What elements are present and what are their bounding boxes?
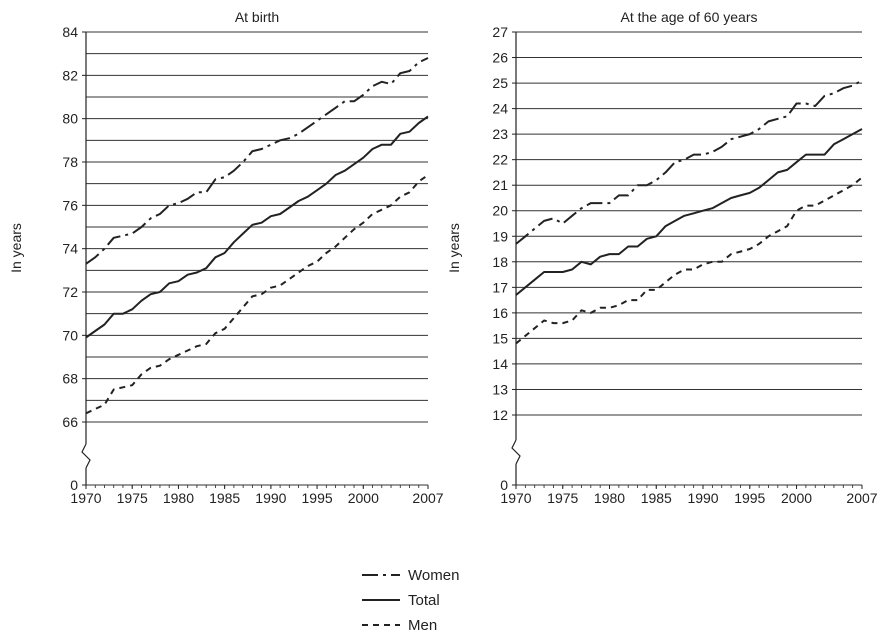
legend-label-total: Total — [408, 592, 440, 609]
y-tick-label: 13 — [492, 381, 508, 397]
legend-label-women: Women — [408, 567, 459, 584]
series-line-total — [85, 115, 429, 339]
x-tick-label: 1970 — [500, 490, 531, 506]
y-tick-label: 80 — [62, 111, 78, 127]
series-line-men — [515, 176, 863, 345]
x-tick-label: 1985 — [641, 490, 672, 506]
y-tick-label: 0 — [500, 477, 508, 493]
y-tick-label: 27 — [492, 24, 508, 40]
series-line-women — [515, 79, 863, 245]
y-tick-label: 82 — [62, 67, 78, 83]
y-tick-label: 18 — [492, 254, 508, 270]
x-tick-label: 1995 — [734, 490, 765, 506]
y-tick-label: 84 — [62, 24, 78, 40]
y-tick-label: 72 — [62, 284, 78, 300]
y-axis-break — [81, 443, 91, 469]
series-line-total — [515, 128, 863, 296]
y-tick-label: 20 — [492, 203, 508, 219]
x-tick-label: 2007 — [412, 490, 443, 506]
y-axis-break — [511, 439, 521, 465]
y-tick-label: 14 — [492, 356, 508, 372]
y-tick-label: 0 — [70, 477, 78, 493]
x-tick-label: 1975 — [547, 490, 578, 506]
y-tick-label: 26 — [492, 50, 508, 66]
x-tick-label: 1980 — [163, 490, 194, 506]
y-tick-label: 19 — [492, 228, 508, 244]
legend-label-men: Men — [408, 617, 437, 634]
x-tick-label: 1995 — [302, 490, 333, 506]
x-tick-label: 1985 — [209, 490, 240, 506]
y-tick-label: 22 — [492, 152, 508, 168]
y-tick-label: 16 — [492, 305, 508, 321]
y-tick-label: 74 — [62, 241, 78, 257]
chart-title: At birth — [235, 9, 279, 25]
x-tick-label: 2000 — [781, 490, 812, 506]
chart-title: At the age of 60 years — [621, 9, 758, 25]
y-tick-label: 66 — [62, 414, 78, 430]
y-tick-label: 23 — [492, 126, 508, 142]
x-tick-label: 1990 — [687, 490, 718, 506]
y-axis-label: In years — [446, 223, 462, 273]
y-tick-label: 25 — [492, 75, 508, 91]
y-tick-label: 21 — [492, 177, 508, 193]
x-tick-label: 1970 — [70, 490, 101, 506]
x-tick-label: 2007 — [846, 490, 877, 506]
chart-panel-2: At the age of 60 years 0 12 13 14 15 16 17 18 19 2… — [446, 9, 878, 506]
y-axis-label: In years — [8, 223, 24, 273]
y-tick-label: 15 — [492, 330, 508, 346]
x-tick-label: 1990 — [255, 490, 286, 506]
y-tick-label: 12 — [492, 407, 508, 423]
series-line-men — [85, 174, 429, 415]
x-tick-label: 2000 — [348, 490, 379, 506]
y-tick-label: 78 — [62, 154, 78, 170]
legend: Women Total Men — [362, 567, 459, 634]
y-tick-label: 17 — [492, 279, 508, 295]
x-tick-label: 1975 — [117, 490, 148, 506]
x-tick-label: 1980 — [594, 490, 625, 506]
chart-panel-1: At birth 0 66 68 70 72 74 76 78 80 82 84 1970 1975 198… — [8, 9, 444, 506]
y-tick-label: 70 — [62, 327, 78, 343]
y-tick-label: 24 — [492, 101, 508, 117]
y-tick-label: 68 — [62, 371, 78, 387]
series-line-women — [85, 57, 429, 265]
y-tick-label: 76 — [62, 197, 78, 213]
